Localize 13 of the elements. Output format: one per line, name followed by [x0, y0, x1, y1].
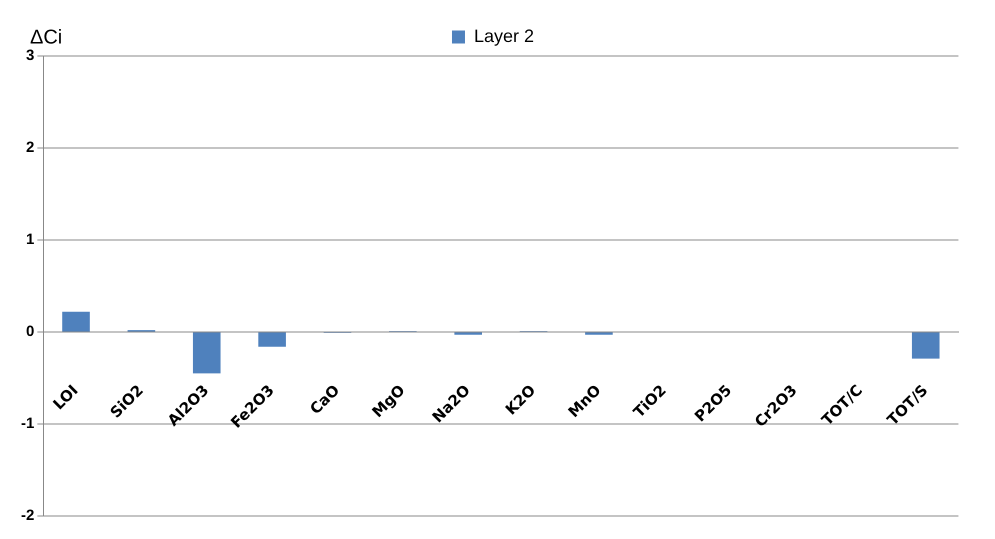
bar [912, 332, 940, 359]
y-tick-label: -1 [20, 415, 34, 432]
y-tick-label: 0 [26, 323, 34, 340]
bar [258, 332, 286, 347]
bar [192, 332, 221, 374]
x-tick-label: LOI [50, 381, 82, 414]
y-tick-label: 2 [26, 139, 34, 156]
bar [62, 312, 90, 332]
y-tick-label: 1 [26, 231, 34, 248]
y-axis-title: ΔCi [30, 26, 62, 49]
y-tick-label: -2 [20, 507, 34, 524]
legend-label: Layer 2 [474, 26, 534, 46]
y-tick-label: 3 [26, 47, 34, 64]
